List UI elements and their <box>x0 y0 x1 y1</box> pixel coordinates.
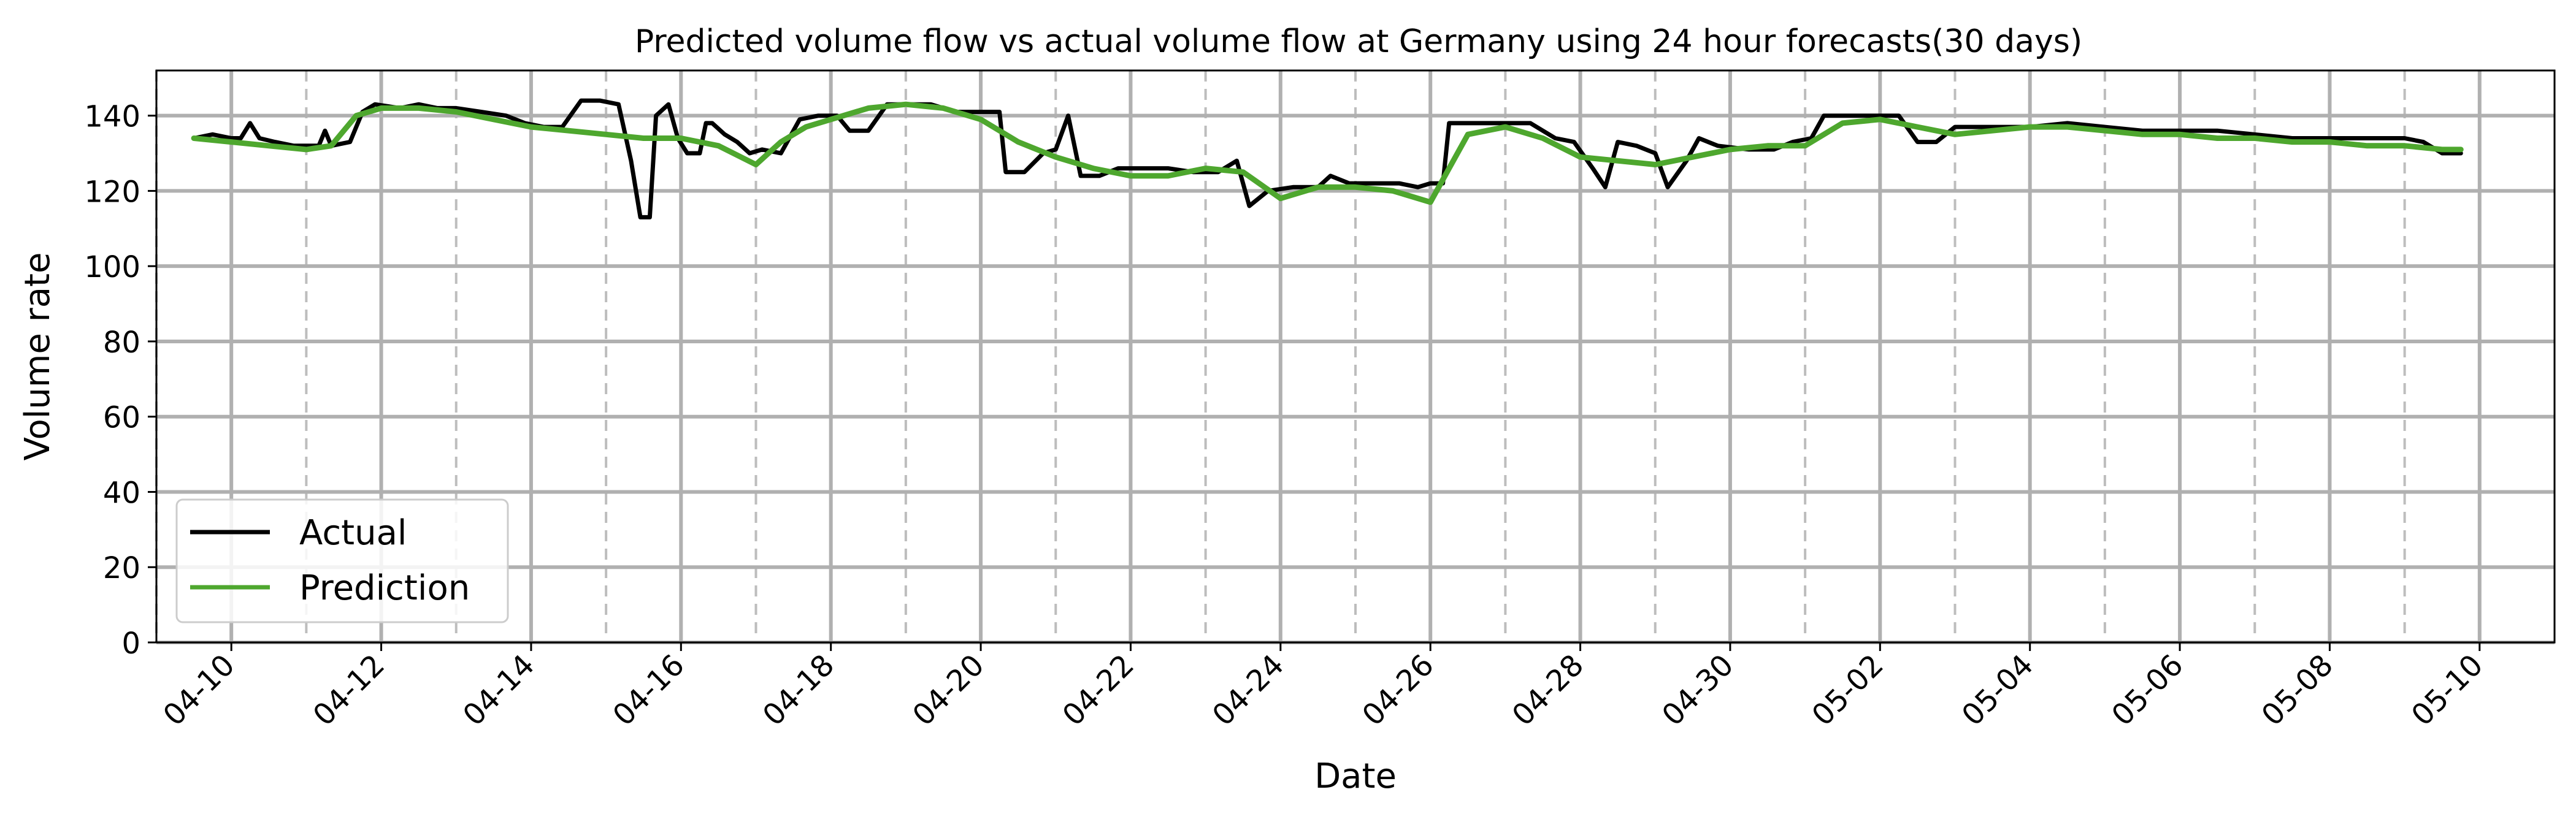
data-point-actual <box>1898 115 1899 116</box>
data-point-actual <box>1430 183 1431 184</box>
minor-grid <box>155 70 2406 642</box>
data-point-prediction <box>2067 126 2068 128</box>
data-point-prediction <box>1580 156 1581 158</box>
data-point-actual <box>749 153 750 154</box>
data-point-actual <box>231 138 232 139</box>
y-tick-label: 0 <box>121 626 140 661</box>
data-point-actual <box>259 138 260 139</box>
data-point-prediction <box>493 119 494 120</box>
data-point-actual <box>1117 168 1119 169</box>
data-point-actual <box>1823 115 1825 116</box>
y-tick-label: 60 <box>103 401 140 435</box>
data-point-actual <box>2291 138 2293 139</box>
data-point-actual <box>1592 168 1593 169</box>
data-point-prediction <box>1355 186 1356 188</box>
data-point-prediction <box>1692 156 1693 158</box>
data-point-actual <box>1992 126 1993 128</box>
data-point-prediction <box>943 107 944 109</box>
data-point-prediction <box>1130 175 1131 177</box>
data-point-actual <box>212 134 213 135</box>
data-point-prediction <box>805 126 807 128</box>
plot-frame <box>155 69 2556 644</box>
data-point-actual <box>1698 138 1700 139</box>
data-point-actual <box>1417 186 1419 188</box>
x-axis-label: Date <box>1314 756 1397 796</box>
y-axis-label: Volume rate <box>18 253 58 461</box>
data-point-actual <box>687 153 688 154</box>
data-point-actual <box>1099 175 1100 177</box>
data-point-prediction <box>1280 198 1281 199</box>
data-point-prediction <box>1505 126 1506 128</box>
data-point-actual <box>818 115 819 116</box>
series-line-actual <box>191 98 2463 219</box>
y-axis: 0 20 40 60 80 100 120 140 <box>84 100 156 661</box>
data-point-actual <box>1604 186 1606 188</box>
y-tick-label: 40 <box>103 476 140 510</box>
data-point-actual <box>618 104 619 105</box>
data-point-prediction <box>718 145 719 147</box>
data-point-actual <box>799 119 800 120</box>
legend-label-prediction: Prediction <box>299 568 470 608</box>
data-point-prediction <box>1917 126 1918 128</box>
data-point-prediction <box>331 145 332 147</box>
y-tick-label: 80 <box>103 326 140 360</box>
data-point-actual <box>668 104 669 105</box>
data-point-prediction <box>1205 168 1206 169</box>
data-point-actual <box>724 134 726 135</box>
data-point-actual <box>418 104 420 105</box>
chart-title: Predicted volume flow vs actual volume f… <box>635 23 2082 60</box>
y-tick-label: 20 <box>103 551 140 585</box>
data-point-actual <box>1330 175 1331 177</box>
data-point-actual <box>2104 126 2106 128</box>
data-point-actual <box>505 115 507 116</box>
data-point-prediction <box>305 149 307 150</box>
data-point-actual <box>1636 145 1637 147</box>
data-point-prediction <box>2142 134 2143 135</box>
data-point-actual <box>1717 145 1719 147</box>
data-point-prediction <box>2404 145 2405 147</box>
data-point-prediction <box>905 104 907 105</box>
data-point-actual <box>699 153 700 154</box>
data-point-actual <box>305 145 307 147</box>
data-point-actual <box>1292 186 1294 188</box>
data-point-prediction <box>1804 145 1806 147</box>
y-tick-label: 140 <box>84 100 140 134</box>
y-tick-label: 120 <box>84 175 140 209</box>
series-layer <box>191 98 2464 219</box>
legend-label-actual: Actual <box>299 513 407 553</box>
data-point-actual <box>2329 138 2330 139</box>
data-point-actual <box>640 216 641 218</box>
data-point-prediction <box>830 119 832 120</box>
data-point-prediction <box>1317 186 1319 188</box>
data-point-actual <box>240 138 241 139</box>
y-tick-label: 100 <box>84 250 140 284</box>
data-point-prediction <box>1092 168 1094 169</box>
data-point-actual <box>1811 138 1812 139</box>
data-point-actual <box>1398 183 1400 184</box>
data-point-prediction <box>643 138 644 139</box>
data-point-prediction <box>605 134 607 135</box>
data-point-actual <box>2404 138 2405 139</box>
data-point-prediction <box>2217 138 2218 139</box>
data-point-prediction <box>418 107 420 109</box>
legend: Actual Prediction <box>175 498 509 623</box>
